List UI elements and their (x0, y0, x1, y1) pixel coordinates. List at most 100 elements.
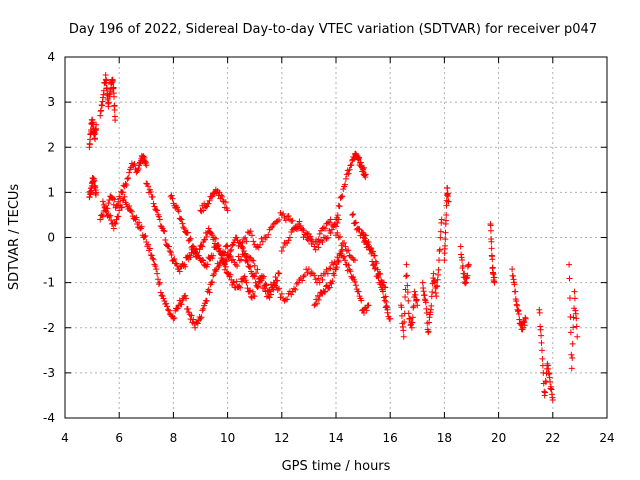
data-point-marker (488, 238, 495, 245)
data-point-marker (160, 295, 167, 302)
data-point-marker (574, 333, 581, 340)
data-point-marker (166, 248, 173, 255)
data-point-marker (282, 217, 289, 224)
data-point-marker (115, 213, 122, 220)
data-point-marker (286, 234, 293, 241)
data-point-marker (362, 232, 369, 239)
data-point-marker (361, 309, 368, 316)
data-point-marker (368, 245, 375, 252)
data-point-marker (280, 244, 287, 251)
data-point-marker (219, 193, 226, 200)
data-point-marker (111, 106, 118, 113)
data-point-marker (362, 171, 369, 178)
data-point-marker (244, 253, 251, 260)
data-point-marker (509, 266, 516, 273)
data-point-marker (230, 279, 237, 286)
data-points (86, 72, 581, 403)
data-point-marker (91, 177, 98, 184)
data-point-marker (568, 365, 575, 372)
data-point-marker (176, 268, 183, 275)
data-point-marker (200, 257, 207, 264)
data-point-marker (146, 245, 153, 252)
data-point-marker (147, 189, 154, 196)
data-point-marker (428, 302, 435, 309)
data-point-marker (511, 281, 518, 288)
data-point-marker (217, 247, 224, 254)
data-point-marker (223, 242, 230, 249)
data-point-marker (187, 254, 194, 261)
data-point-marker (442, 217, 449, 224)
data-point-marker (125, 175, 132, 182)
data-point-marker (521, 322, 528, 329)
data-point-marker (157, 289, 164, 296)
data-point-marker (327, 265, 334, 272)
data-point-marker (113, 216, 120, 223)
data-point-marker (103, 208, 110, 215)
data-point-marker (345, 262, 352, 269)
data-point-marker (150, 256, 157, 263)
data-point-marker (352, 282, 359, 289)
data-point-marker (222, 199, 229, 206)
data-point-marker (203, 233, 210, 240)
data-point-marker (316, 293, 323, 300)
data-point-marker (414, 302, 421, 309)
data-point-marker (108, 217, 115, 224)
data-point-marker (210, 252, 217, 259)
x-tick-label: 6 (115, 431, 123, 445)
data-point-marker (92, 136, 99, 143)
data-point-marker (275, 270, 282, 277)
data-point-marker (216, 262, 223, 269)
data-point-marker (198, 314, 205, 321)
data-point-marker (400, 327, 407, 334)
data-point-marker (238, 243, 245, 250)
data-point-marker (387, 315, 394, 322)
data-point-marker (111, 196, 118, 203)
data-point-marker (323, 235, 330, 242)
data-point-marker (404, 282, 411, 289)
data-point-marker (441, 257, 448, 264)
data-point-marker (163, 300, 170, 307)
data-point-marker (174, 305, 181, 312)
data-point-marker (255, 283, 262, 290)
data-point-marker (573, 323, 580, 330)
data-point-marker (254, 284, 261, 291)
chart-title: Day 196 of 2022, Sidereal Day-to-day VTE… (69, 22, 597, 37)
data-point-marker (305, 266, 312, 273)
data-point-marker (445, 193, 452, 200)
data-point-marker (436, 246, 443, 253)
data-point-marker (315, 296, 322, 303)
y-tick-label: 1 (47, 185, 55, 199)
data-point-marker (130, 162, 137, 169)
data-point-marker (297, 222, 304, 229)
data-point-marker (221, 261, 228, 268)
data-point-marker (377, 270, 384, 277)
data-point-marker (351, 278, 358, 285)
data-point-marker (331, 222, 338, 229)
data-point-marker (316, 279, 323, 286)
x-tick-label: 24 (599, 431, 614, 445)
data-point-marker (437, 228, 444, 235)
data-point-marker (153, 266, 160, 273)
data-point-marker (276, 270, 283, 277)
data-point-marker (288, 291, 295, 298)
x-tick-label: 8 (170, 431, 178, 445)
data-point-marker (262, 288, 269, 295)
x-axis-tick-labels: 4 6 8 10 12 14 16 18 20 22 24 (61, 431, 614, 445)
data-point-marker (274, 277, 281, 284)
data-point-marker (445, 198, 452, 205)
data-point-marker (151, 203, 158, 210)
data-point-marker (407, 315, 414, 322)
data-point-marker (571, 295, 578, 302)
data-point-marker (278, 211, 285, 218)
data-point-marker (174, 305, 181, 312)
y-tick-label: -2 (43, 321, 55, 335)
x-tick-label: 14 (328, 431, 343, 445)
data-point-marker (236, 257, 243, 264)
data-point-marker (303, 229, 310, 236)
data-point-marker (179, 296, 186, 303)
data-point-marker (124, 175, 131, 182)
data-point-marker (198, 242, 205, 249)
data-point-marker (326, 219, 333, 226)
data-point-marker (274, 287, 281, 294)
